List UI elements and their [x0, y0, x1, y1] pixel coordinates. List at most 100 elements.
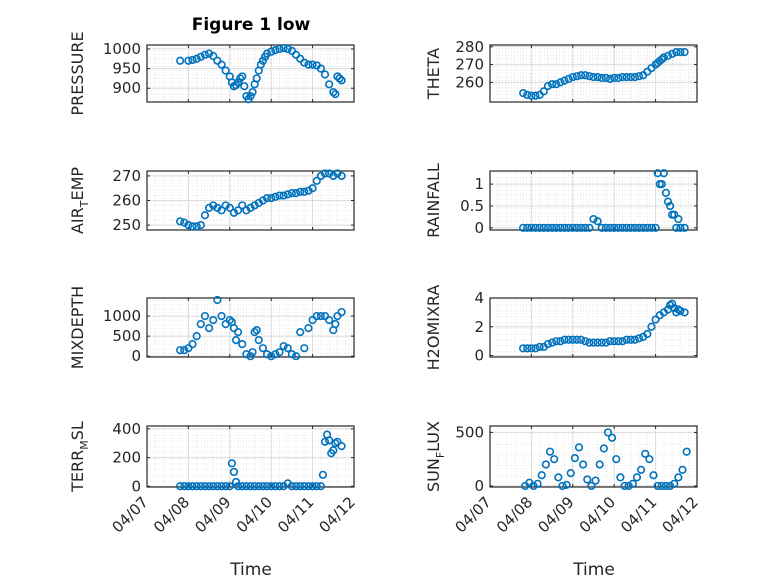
data-point — [605, 74, 615, 83]
data-point — [296, 328, 305, 337]
data-point — [291, 482, 301, 491]
y-tick-label: 270 — [112, 167, 141, 185]
y-tick-label: 0 — [474, 347, 484, 365]
axes-box — [489, 170, 698, 231]
data-point — [568, 72, 577, 82]
data-point — [252, 74, 261, 83]
data-point — [576, 71, 586, 80]
data-point — [626, 335, 635, 344]
y-tick-label: 260 — [455, 73, 484, 91]
data-point — [312, 176, 321, 185]
data-point — [628, 479, 637, 488]
data-point — [552, 337, 561, 346]
data-point — [665, 481, 675, 491]
data-point — [610, 73, 619, 83]
data-point — [645, 455, 654, 464]
y-tick-label: 270 — [455, 56, 484, 74]
x-axis-label-left: Time — [229, 560, 272, 580]
data-point — [262, 193, 272, 203]
y-tick-label: 0.5 — [460, 197, 484, 215]
data-point — [680, 223, 689, 232]
data-point — [262, 350, 272, 359]
data-point — [554, 473, 563, 482]
data-point — [564, 335, 573, 344]
data-point — [275, 482, 284, 491]
data-point — [657, 481, 666, 491]
data-point — [647, 223, 656, 232]
data-point — [267, 193, 276, 203]
y-tick-label: 0 — [474, 477, 484, 495]
data-point — [287, 189, 297, 198]
data-point — [597, 338, 606, 347]
data-point — [176, 346, 185, 355]
data-point — [639, 223, 648, 232]
y-tick-label: 2 — [474, 318, 484, 336]
data-point — [209, 482, 218, 491]
data-point — [300, 344, 309, 353]
data-point — [572, 335, 582, 344]
data-point — [254, 336, 263, 345]
data-point — [657, 180, 666, 189]
data-point — [591, 476, 600, 485]
data-point — [258, 56, 268, 65]
data-point — [601, 73, 611, 83]
y-axis-label: TERRMSL — [68, 421, 91, 493]
data-point — [572, 72, 582, 81]
data-point — [287, 350, 297, 359]
data-point — [672, 223, 681, 232]
data-point — [308, 315, 317, 325]
subplot-4: 0 0.5 1 RAINFALL — [424, 163, 698, 238]
data-point — [547, 80, 557, 89]
data-point — [620, 481, 629, 491]
data-point — [678, 465, 687, 474]
data-point — [184, 56, 193, 65]
data-point — [585, 223, 594, 232]
data-point — [176, 56, 185, 65]
data-point — [205, 324, 214, 333]
data-point — [674, 473, 683, 482]
data-point — [176, 217, 185, 226]
data-point — [248, 348, 257, 357]
data-point — [564, 74, 573, 83]
data-point — [184, 220, 193, 230]
data-point — [291, 352, 301, 361]
data-point — [556, 223, 565, 232]
data-point — [612, 455, 621, 464]
data-point — [670, 479, 679, 488]
data-point — [258, 482, 268, 491]
data-point — [519, 223, 528, 232]
data-point — [238, 72, 247, 81]
data-point — [657, 55, 666, 64]
y-tick-label: 280 — [455, 38, 484, 56]
data-point — [258, 344, 268, 353]
data-point — [589, 214, 598, 224]
data-point — [271, 350, 280, 359]
data-point — [304, 60, 313, 69]
data-point — [231, 336, 241, 345]
data-point — [316, 482, 325, 491]
data-point — [233, 328, 243, 337]
data-point — [233, 78, 243, 87]
data-point — [634, 334, 644, 343]
subplot-5: 0 500 1000 MIXDEPTH — [68, 286, 355, 369]
data-point — [539, 87, 548, 96]
data-point — [624, 481, 633, 491]
data-point — [250, 482, 259, 491]
data-point — [213, 482, 222, 491]
data-point — [213, 295, 222, 305]
data-point — [271, 482, 280, 491]
data-point — [570, 454, 579, 463]
data-point — [552, 223, 561, 232]
data-point — [665, 201, 675, 211]
data-point — [275, 348, 284, 357]
data-point — [537, 471, 546, 480]
data-point — [192, 482, 201, 491]
data-point — [614, 223, 623, 232]
data-point — [250, 328, 259, 337]
data-point — [217, 206, 226, 215]
data-point — [626, 223, 635, 232]
data-point — [585, 72, 594, 81]
data-point — [535, 223, 544, 232]
